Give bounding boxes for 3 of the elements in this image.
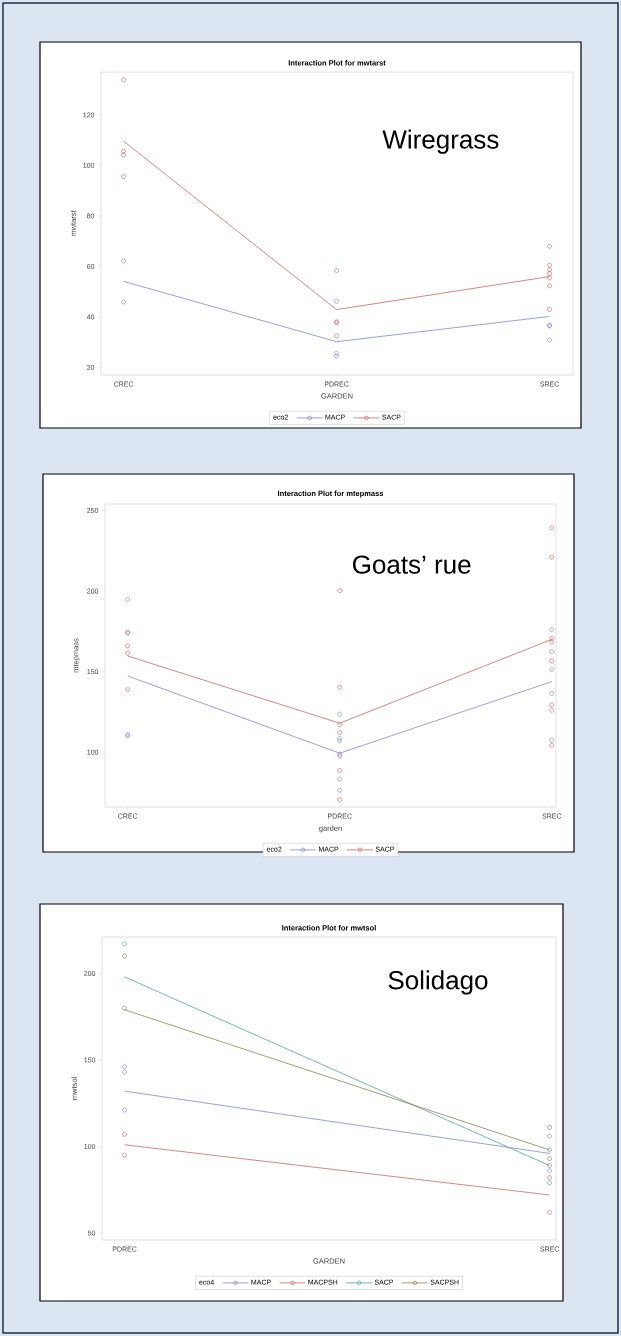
annotation: Wiregrass: [382, 129, 499, 154]
annotation: Goats’ rue: [353, 555, 471, 574]
annotation: Solidago: [388, 970, 488, 995]
